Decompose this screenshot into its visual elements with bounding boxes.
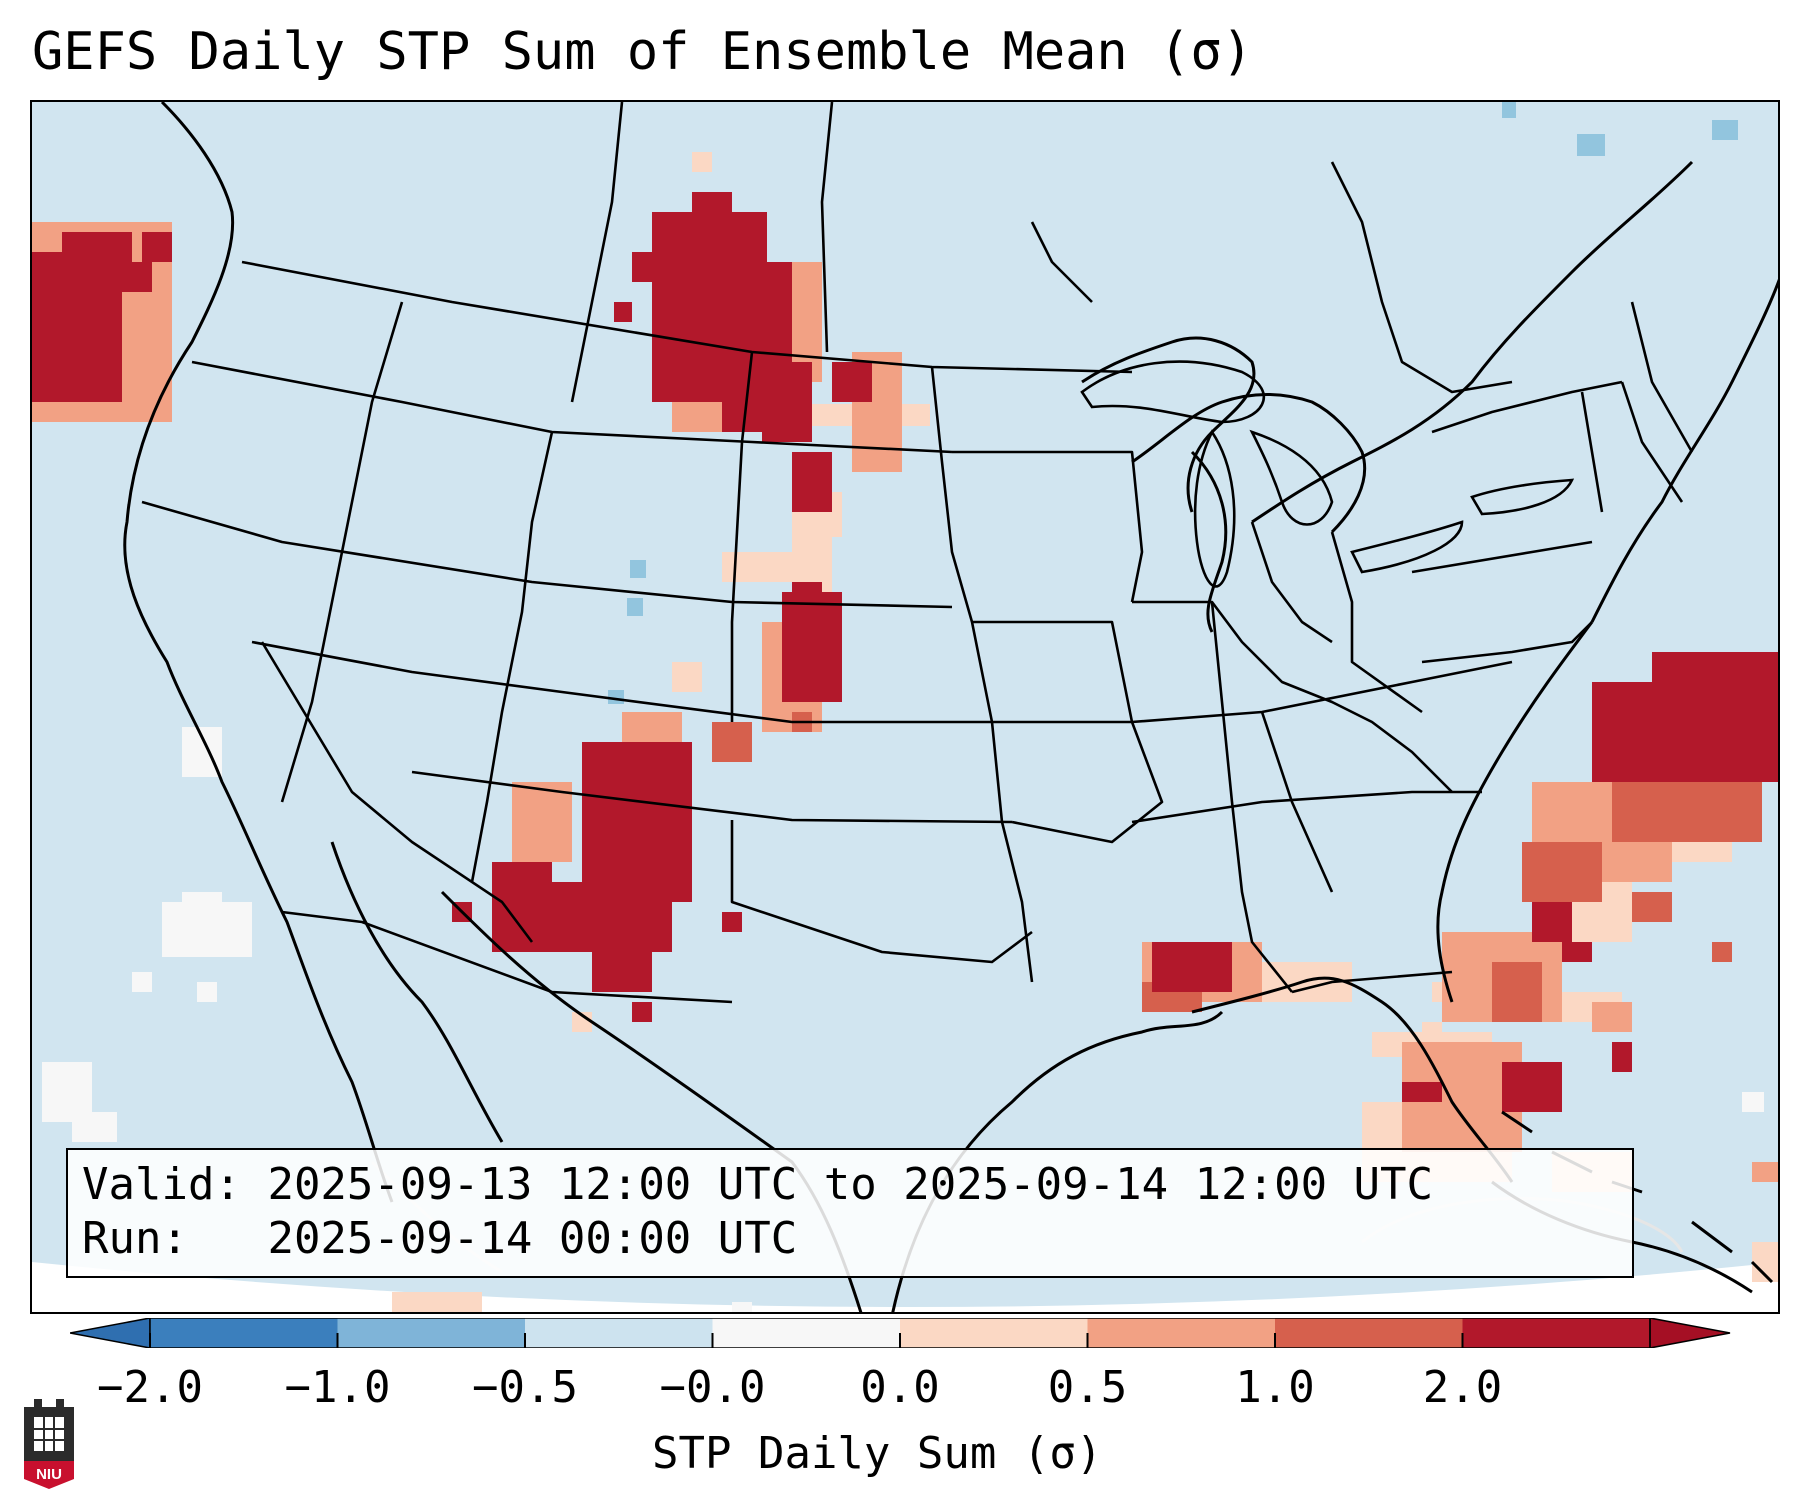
colorbar-tick-label: 0.5 (1047, 1362, 1128, 1413)
map-panel (30, 100, 1780, 1314)
colorbar (70, 1318, 1731, 1348)
run-time: 2025-09-14 00:00 UTC (267, 1213, 798, 1264)
great-lakes (1080, 360, 1575, 588)
colorbar-segment (150, 1318, 338, 1348)
colorbar-tick-label: 2.0 (1422, 1362, 1503, 1413)
colorbar-segment (1462, 1318, 1651, 1348)
valid-range: 2025-09-13 12:00 UTC to 2025-09-14 12:00… (267, 1159, 1434, 1210)
colorbar-segment (337, 1318, 526, 1348)
valid-label: Valid: (82, 1159, 241, 1210)
niu-logo: NIU (24, 1399, 74, 1489)
colorbar-ticks (149, 1333, 1464, 1348)
validity-info-box: Valid: 2025-09-13 12:00 UTC to 2025-09-1… (66, 1148, 1634, 1278)
colorbar-segment (1275, 1318, 1463, 1348)
chart-title: GEFS Daily STP Sum of Ensemble Mean (σ) (32, 22, 1253, 82)
colorbar-tick-label: 0.0 (860, 1362, 940, 1413)
state-borders (141, 102, 1694, 1004)
map-svg (32, 102, 1778, 1312)
run-label: Run: (82, 1213, 188, 1264)
logo-text: NIU (36, 1466, 62, 1483)
colorbar-tick-label: −0.0 (659, 1362, 766, 1413)
colorbar-under-triangle (70, 1318, 151, 1348)
colorbar-label: STP Daily Sum (σ) (652, 1428, 1103, 1479)
colorbar-tick-label: −0.5 (472, 1362, 578, 1413)
colorbar-segment (1087, 1318, 1276, 1348)
colorbar-segment (900, 1318, 1088, 1348)
colorbar-tick-label: −1.0 (284, 1362, 391, 1413)
colorbar-segments (150, 1318, 1651, 1348)
colorbar-segment (712, 1318, 901, 1348)
max-positive-cells (32, 192, 1778, 1112)
colorbar-segment (525, 1318, 713, 1348)
map-background (32, 102, 1778, 1307)
colorbar-tick-label: 1.0 (1235, 1362, 1315, 1413)
colorbar-over-triangle (1649, 1318, 1731, 1348)
colorbar-tick-label: −2.0 (97, 1362, 203, 1413)
